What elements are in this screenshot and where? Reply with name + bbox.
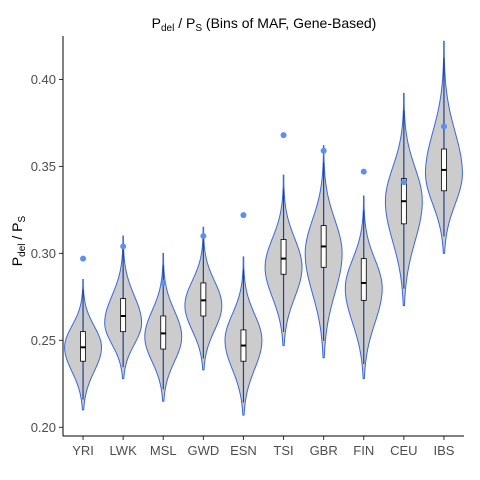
ylabel-sub-s: S	[17, 215, 28, 222]
x-category-label: LWK	[110, 443, 138, 458]
y-tick-label: 0.30	[31, 246, 56, 261]
violins-layer	[64, 40, 463, 416]
outlier-point	[400, 179, 407, 186]
outlier-point	[160, 279, 167, 286]
x-category-label: TSI	[273, 443, 293, 458]
title-slash-p: / P	[174, 15, 195, 31]
x-category-label: GBR	[310, 443, 338, 458]
ylabel-p: P	[9, 257, 25, 266]
y-tick-label: 0.20	[31, 420, 56, 435]
x-category-label: FIN	[353, 443, 374, 458]
box-iqr	[360, 258, 367, 301]
x-category-label: ESN	[230, 443, 257, 458]
outlier-point	[440, 123, 447, 130]
y-tick-label: 0.35	[31, 159, 56, 174]
outlier-point	[240, 212, 247, 219]
outlier-point	[360, 168, 367, 175]
outlier-point	[80, 255, 87, 262]
y-axis-label: Pdel / PS	[9, 215, 28, 266]
outlier-point	[280, 132, 287, 139]
y-tick-label: 0.25	[31, 333, 56, 348]
outlier-point	[320, 147, 327, 154]
y-tick-label: 0.40	[31, 72, 56, 87]
box-iqr	[280, 239, 287, 275]
outlier-point	[120, 243, 127, 250]
ylabel-slash-p: / P	[9, 222, 25, 243]
outlier-point	[200, 233, 207, 239]
y-axis: 0.20 0.25 0.30 0.35 0.40	[31, 72, 63, 435]
chart-title: Pdel / PS (Bins of MAF, Gene-Based)	[152, 15, 377, 34]
title-sub-del: del	[161, 23, 174, 34]
ylabel-sub-del: del	[17, 243, 28, 256]
title-rest: (Bins of MAF, Gene-Based)	[202, 15, 376, 31]
x-category-label: CEU	[390, 443, 417, 458]
title-sub-s: S	[195, 23, 202, 34]
title-p: P	[152, 15, 161, 31]
x-category-label: IBS	[433, 443, 454, 458]
x-category-label: GWD	[187, 443, 219, 458]
x-axis: YRI LWK MSL GWD ESN TSI GBR FIN CEU IBS	[72, 436, 455, 458]
x-category-label: MSL	[150, 443, 177, 458]
x-category-label: YRI	[72, 443, 94, 458]
